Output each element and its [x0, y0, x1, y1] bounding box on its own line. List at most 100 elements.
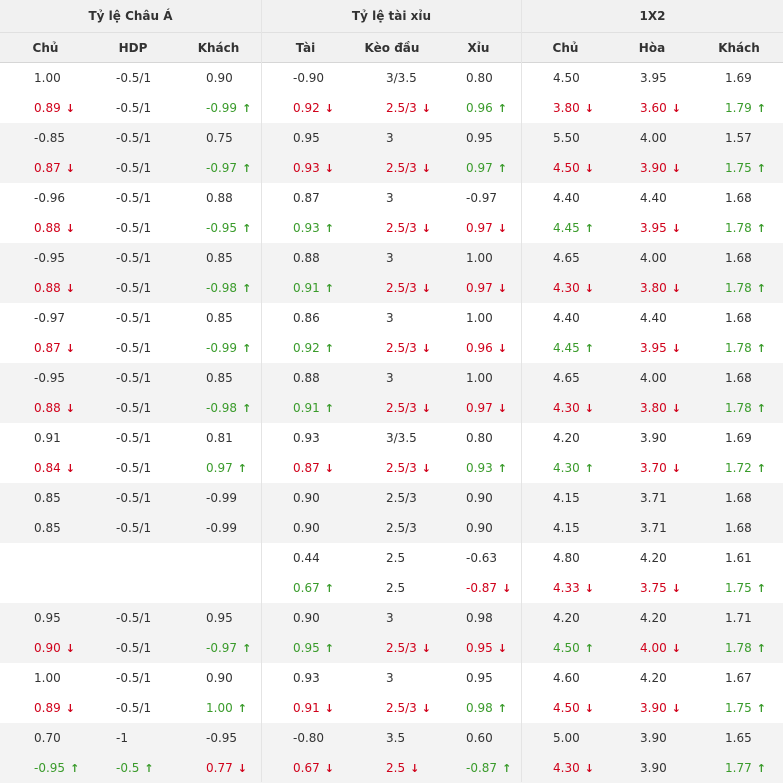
odds-value: -0.99: [206, 101, 238, 115]
odds-cell: 4.00: [640, 123, 667, 153]
arrow-up-icon: ↑: [756, 101, 766, 115]
odds-cell: -0.5/1: [116, 513, 151, 543]
arrow-down-icon: ↓: [324, 161, 334, 175]
arrow-down-icon: ↓: [584, 761, 594, 775]
odds-value: 1.00: [34, 671, 61, 685]
odds-value: 2.5: [386, 551, 406, 565]
odds-cell: 4.20: [553, 423, 580, 453]
odds-cell: 0.88: [206, 183, 233, 213]
odds-value: -0.87: [466, 581, 498, 595]
odds-cell: -0.98 ↑: [206, 393, 251, 423]
odds-value: 4.33: [553, 581, 580, 595]
odds-cell: 0.93: [293, 423, 320, 453]
odds-cell: 4.20: [553, 603, 580, 633]
odds-value: -0.5/1: [116, 71, 152, 85]
odds-cell: 5.00: [553, 723, 580, 753]
odds-cell: 4.40: [640, 303, 667, 333]
group-header-over-under: Tỷ lệ tài xỉu: [262, 0, 522, 32]
odds-value: 2.5/3: [386, 281, 417, 295]
odds-cell: -0.87 ↓: [466, 573, 511, 603]
odds-value: 1.57: [725, 131, 752, 145]
odds-cell: -0.5/1: [116, 63, 151, 93]
odds-cell: 0.85: [206, 363, 233, 393]
odds-value: 2.5/3: [386, 101, 417, 115]
odds-cell: 4.40: [553, 303, 580, 333]
odds-cell: 3.90: [640, 423, 667, 453]
odds-cell: 4.65: [553, 363, 580, 393]
odds-value: 0.88: [206, 191, 233, 205]
odds-value: 3.90: [640, 761, 667, 775]
odds-cell: 0.91 ↑: [293, 273, 334, 303]
odds-cell: 0.90: [293, 603, 320, 633]
odds-cell: 0.89 ↓: [34, 93, 75, 123]
arrow-down-icon: ↓: [65, 221, 75, 235]
odds-value: 2.5/3: [386, 491, 417, 505]
odds-cell: 0.95 ↓: [466, 633, 507, 663]
odds-value: -0.5/1: [116, 701, 152, 715]
arrow-up-icon: ↑: [756, 341, 766, 355]
odds-value: 1.61: [725, 551, 752, 565]
odds-value: 0.44: [293, 551, 320, 565]
odds-cell: 0.67 ↑: [293, 573, 334, 603]
odds-cell: 4.45 ↑: [553, 213, 594, 243]
odds-value: 0.67: [293, 761, 320, 775]
odds-value: -0.97: [206, 161, 238, 175]
odds-cell: 4.20: [640, 603, 667, 633]
odds-value: 4.00: [640, 251, 667, 265]
odds-cell: 1.72 ↑: [725, 453, 766, 483]
arrow-down-icon: ↓: [497, 641, 507, 655]
odds-value: 4.20: [553, 431, 580, 445]
odds-cell: 3: [386, 183, 394, 213]
odds-cell: 4.50 ↓: [553, 693, 594, 723]
odds-value: 4.40: [640, 311, 667, 325]
odds-value: 2.5: [386, 581, 406, 595]
odds-value: 0.90: [34, 641, 61, 655]
odds-value: 0.90: [466, 491, 493, 505]
arrow-down-icon: ↓: [671, 221, 681, 235]
odds-cell: 0.98: [466, 603, 493, 633]
arrow-up-icon: ↑: [502, 761, 512, 775]
odds-value: 4.45: [553, 221, 580, 235]
group-header-1x2-label: 1X2: [639, 9, 666, 23]
match-row-group: [0, 363, 783, 423]
odds-cell: -0.99: [206, 513, 237, 543]
odds-cell: 3.5: [386, 723, 405, 753]
arrow-down-icon: ↓: [421, 461, 431, 475]
odds-cell: 3: [386, 603, 394, 633]
odds-cell: 4.33 ↓: [553, 573, 594, 603]
odds-cell: -0.5/1: [116, 603, 151, 633]
arrow-up-icon: ↑: [324, 581, 334, 595]
odds-cell: 4.20: [640, 543, 667, 573]
odds-value: 0.90: [466, 521, 493, 535]
odds-cell: 3.80 ↓: [640, 393, 681, 423]
arrow-down-icon: ↓: [324, 461, 334, 475]
odds-cell: 0.90 ↓: [34, 633, 75, 663]
arrow-up-icon: ↑: [497, 461, 507, 475]
arrow-down-icon: ↓: [584, 701, 594, 715]
arrow-down-icon: ↓: [65, 641, 75, 655]
arrow-down-icon: ↓: [65, 341, 75, 355]
odds-value: -0.5/1: [116, 221, 152, 235]
odds-value: 0.85: [34, 491, 61, 505]
arrow-down-icon: ↓: [671, 401, 681, 415]
odds-value: 0.95: [466, 131, 493, 145]
odds-cell: 1.68: [725, 243, 752, 273]
odds-value: -0.5/1: [116, 131, 152, 145]
odds-value: 0.60: [466, 731, 493, 745]
odds-value: 4.20: [640, 611, 667, 625]
odds-value: 3: [386, 311, 394, 325]
odds-cell: 1.00: [34, 663, 61, 693]
odds-value: -0.80: [293, 731, 325, 745]
match-row-group: [0, 483, 783, 543]
odds-cell: 0.95: [466, 123, 493, 153]
odds-cell: 0.88: [293, 363, 320, 393]
odds-cell: -0.95: [206, 723, 237, 753]
arrow-up-icon: ↑: [756, 221, 766, 235]
odds-cell: -0.87 ↑: [466, 753, 511, 783]
arrow-up-icon: ↑: [584, 461, 594, 475]
odds-value: 5.50: [553, 131, 580, 145]
arrow-down-icon: ↓: [671, 461, 681, 475]
odds-value: 0.81: [206, 431, 233, 445]
odds-value: 4.65: [553, 371, 580, 385]
match-row-group: [0, 723, 783, 783]
